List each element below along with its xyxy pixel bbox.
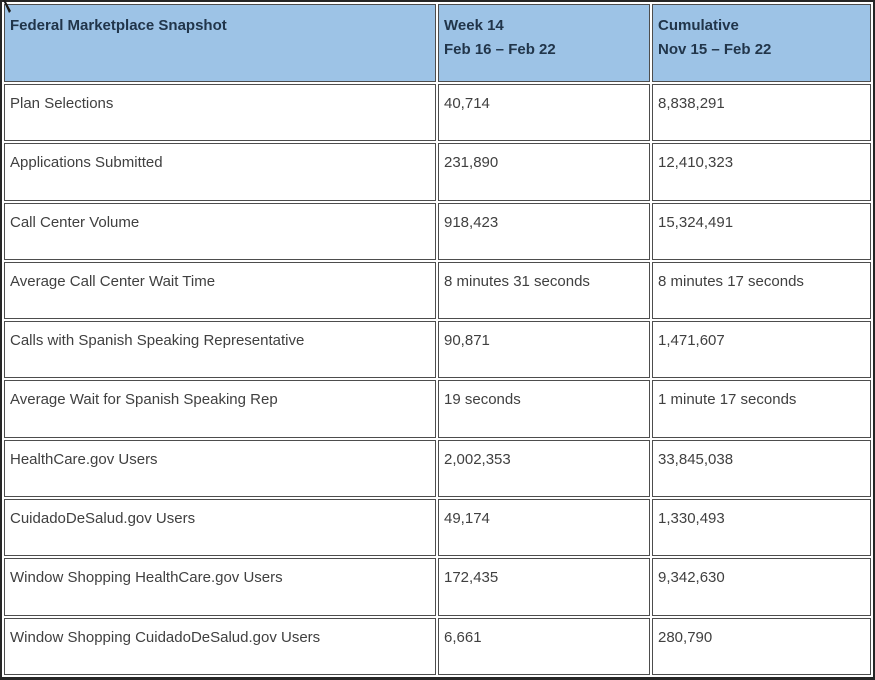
row-label-cell: CuidadoDeSalud.gov Users xyxy=(4,499,436,557)
table-row: Average Call Center Wait Time 8 minutes … xyxy=(4,261,871,320)
week-value-cell: 49,174 xyxy=(438,499,650,557)
row-label-cell: Calls with Spanish Speaking Representati… xyxy=(4,321,436,379)
cumulative-value-cell: 33,845,038 xyxy=(652,439,871,498)
header-subtitle: Feb 16 – Feb 22 xyxy=(444,41,556,58)
week-value-cell: 19 seconds xyxy=(438,380,650,438)
header-cell-cumulative: Cumulative Nov 15 – Feb 22 xyxy=(652,4,871,82)
week-value-cell: 172,435 xyxy=(438,558,650,616)
cumulative-value-cell: 280,790 xyxy=(652,617,871,675)
header-row: Federal Marketplace Snapshot Week 14 Feb… xyxy=(4,4,871,82)
cumulative-value-cell: 1 minute 17 seconds xyxy=(652,380,871,438)
table-row: HealthCare.gov Users 2,002,353 33,845,03… xyxy=(4,439,871,498)
header-cell-title: Federal Marketplace Snapshot xyxy=(4,4,436,82)
week-value-cell: 2,002,353 xyxy=(438,439,650,498)
table-row: Calls with Spanish Speaking Representati… xyxy=(4,321,871,379)
cumulative-value-cell: 9,342,630 xyxy=(652,558,871,616)
row-label-cell: Average Wait for Spanish Speaking Rep xyxy=(4,380,436,438)
week-value-cell: 8 minutes 31 seconds xyxy=(438,261,650,320)
row-label-cell: Average Call Center Wait Time xyxy=(4,261,436,320)
table-row: CuidadoDeSalud.gov Users 49,174 1,330,49… xyxy=(4,499,871,557)
table-row: Applications Submitted 231,890 12,410,32… xyxy=(4,143,871,201)
header-subtitle: Nov 15 – Feb 22 xyxy=(658,41,772,58)
week-value-cell: 6,661 xyxy=(438,617,650,675)
cumulative-value-cell: 1,330,493 xyxy=(652,499,871,557)
table-row: Call Center Volume 918,423 15,324,491 xyxy=(4,202,871,260)
cumulative-value-cell: 1,471,607 xyxy=(652,321,871,379)
row-label-cell: Call Center Volume xyxy=(4,202,436,260)
table-row: Window Shopping CuidadoDeSalud.gov Users… xyxy=(4,617,871,675)
cumulative-value-cell: 8,838,291 xyxy=(652,84,871,142)
cumulative-value-cell: 8 minutes 17 seconds xyxy=(652,261,871,320)
table-header: Federal Marketplace Snapshot Week 14 Feb… xyxy=(4,4,871,82)
week-value-cell: 40,714 xyxy=(438,84,650,142)
table-row: Average Wait for Spanish Speaking Rep 19… xyxy=(4,380,871,438)
header-title: Week 14 xyxy=(444,17,504,34)
row-label-cell: Window Shopping HealthCare.gov Users xyxy=(4,558,436,616)
header-cell-week: Week 14 Feb 16 – Feb 22 xyxy=(438,4,650,82)
header-title: Federal Marketplace Snapshot xyxy=(10,17,227,34)
table-body: Plan Selections 40,714 8,838,291 Applica… xyxy=(4,84,871,675)
cumulative-value-cell: 12,410,323 xyxy=(652,143,871,201)
week-value-cell: 918,423 xyxy=(438,202,650,260)
row-label-cell: HealthCare.gov Users xyxy=(4,439,436,498)
row-label-cell: Plan Selections xyxy=(4,84,436,142)
table-row: Plan Selections 40,714 8,838,291 xyxy=(4,84,871,142)
table-row: Window Shopping HealthCare.gov Users 172… xyxy=(4,558,871,616)
week-value-cell: 90,871 xyxy=(438,321,650,379)
cumulative-value-cell: 15,324,491 xyxy=(652,202,871,260)
row-label-cell: Window Shopping CuidadoDeSalud.gov Users xyxy=(4,617,436,675)
week-value-cell: 231,890 xyxy=(438,143,650,201)
row-label-cell: Applications Submitted xyxy=(4,143,436,201)
header-title: Cumulative xyxy=(658,17,739,34)
